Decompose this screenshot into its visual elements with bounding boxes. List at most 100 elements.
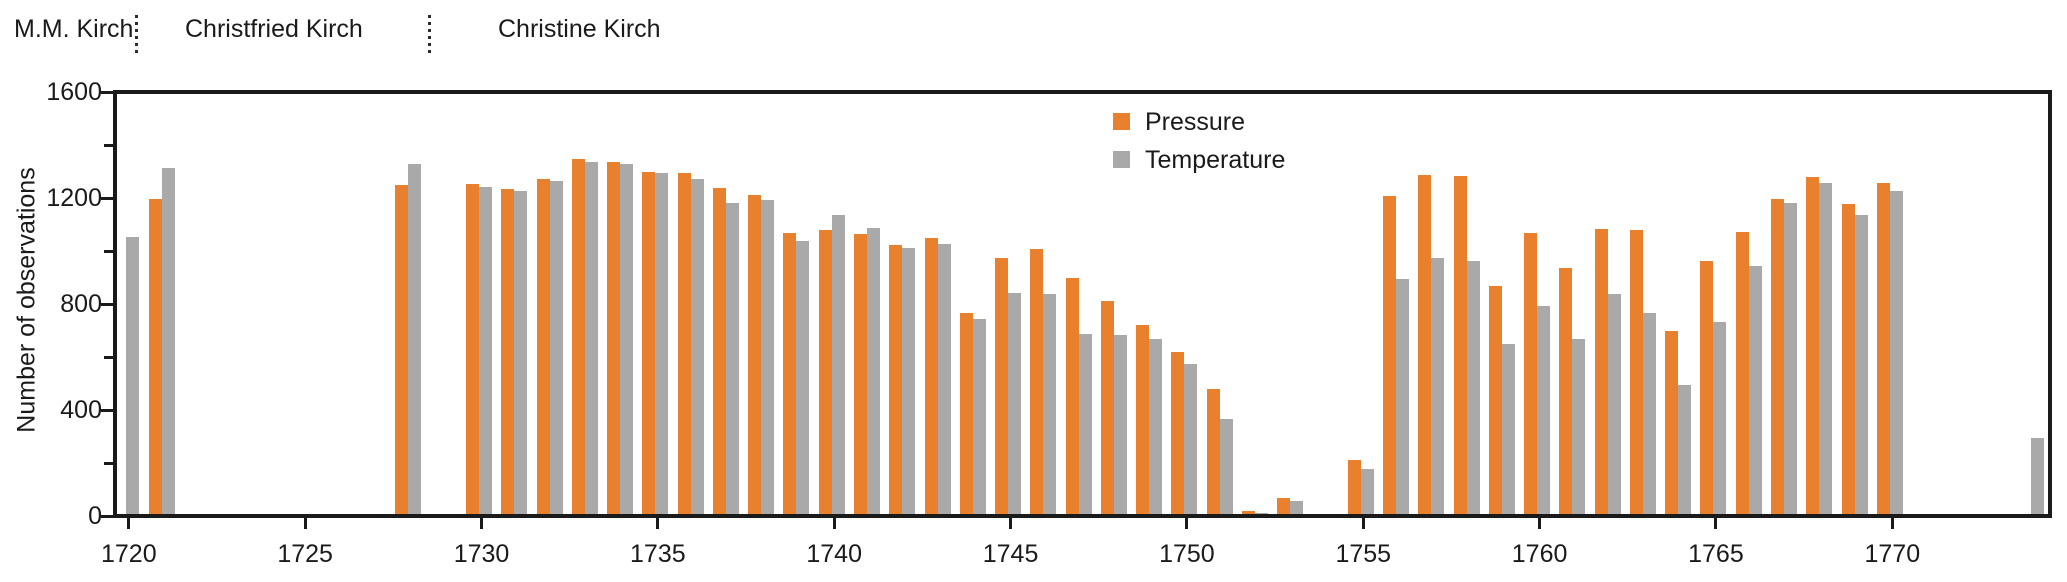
x-tick-label-1770: 1770 — [1864, 540, 1921, 568]
bar-pressure-1757 — [1418, 174, 1432, 514]
bar-temperature-1730 — [479, 186, 492, 514]
bar-temperature-1774 — [2030, 438, 2044, 514]
bar-temperature-1732 — [549, 181, 563, 514]
x-tick-1765 — [1714, 518, 1718, 529]
y-tick-label-800: 800 — [60, 290, 102, 318]
legend-label-temperature: Temperature — [1145, 146, 1286, 174]
bar-pressure-1750 — [1171, 352, 1185, 514]
bar-pressure-1732 — [536, 178, 550, 514]
bar-pressure-1744 — [959, 312, 973, 514]
bar-temperature-1728 — [408, 164, 422, 514]
x-tick-1730 — [480, 518, 483, 529]
bar-temperature-1753 — [1290, 500, 1304, 514]
bar-pressure-1748 — [1100, 300, 1114, 514]
bar-temperature-1759 — [1501, 344, 1515, 514]
bar-temperature-1758 — [1466, 260, 1480, 514]
bar-pressure-1763 — [1629, 230, 1643, 514]
bar-pressure-1733 — [571, 158, 585, 514]
x-tick-1760 — [1538, 518, 1542, 529]
bar-pressure-1764 — [1665, 331, 1679, 514]
y-minor-tick-1000 — [104, 249, 113, 253]
legend-swatch-pressure — [1113, 113, 1130, 130]
x-tick-label-1740: 1740 — [806, 540, 862, 568]
observer-label-christine-kirch: Christine Kirch — [498, 15, 661, 43]
y-minor-tick-1400 — [104, 143, 113, 147]
bar-pressure-1740 — [818, 230, 832, 514]
y-major-tick-0 — [101, 514, 113, 518]
bar-temperature-1770 — [1889, 190, 1903, 514]
bar-temperature-1760 — [1537, 305, 1551, 514]
bar-temperature-1747 — [1078, 333, 1092, 514]
bar-pressure-1742 — [889, 245, 903, 514]
bar-pressure-1761 — [1559, 267, 1573, 514]
bar-pressure-1749 — [1136, 324, 1150, 514]
bar-pressure-1752 — [1241, 511, 1255, 514]
bar-temperature-1742 — [902, 247, 916, 514]
bar-pressure-1768 — [1806, 177, 1820, 514]
legend-label-pressure: Pressure — [1145, 108, 1246, 136]
bar-temperature-1744 — [972, 319, 986, 514]
x-tick-label-1760: 1760 — [1511, 540, 1568, 568]
bar-temperature-1741 — [866, 227, 880, 514]
x-tick-1750 — [1185, 518, 1189, 529]
bar-pressure-1747 — [1065, 278, 1079, 514]
x-tick-1735 — [656, 518, 660, 529]
bar-temperature-1735 — [655, 173, 669, 514]
x-tick-1745 — [1009, 518, 1013, 529]
x-tick-label-1720: 1720 — [100, 540, 157, 568]
bar-pressure-1734 — [607, 161, 621, 514]
bar-pressure-1769 — [1841, 203, 1855, 514]
bar-pressure-1736 — [677, 173, 691, 514]
bar-temperature-1769 — [1854, 214, 1868, 514]
y-tick-label-1200: 1200 — [46, 184, 102, 212]
observer-period-divider-2 — [428, 15, 431, 55]
bar-temperature-1756 — [1396, 279, 1410, 514]
bar-temperature-1764 — [1678, 385, 1692, 514]
x-tick-label-1725: 1725 — [277, 540, 333, 568]
bar-temperature-1743 — [937, 243, 951, 514]
observer-label-mm-kirch: M.M. Kirch — [14, 15, 134, 43]
bar-temperature-1748 — [1113, 335, 1127, 514]
y-tick-label-1600: 1600 — [46, 78, 102, 106]
bar-pressure-1762 — [1594, 229, 1608, 514]
x-tick-label-1765: 1765 — [1688, 540, 1744, 568]
bar-pressure-1770 — [1876, 182, 1890, 514]
bar-temperature-1740 — [831, 214, 845, 514]
bar-pressure-1756 — [1383, 196, 1397, 514]
y-minor-tick-600 — [104, 355, 113, 359]
bar-temperature-1752 — [1254, 512, 1268, 514]
bar-pressure-1730 — [466, 184, 479, 514]
y-major-tick-400 — [101, 408, 113, 412]
bar-pressure-1745 — [995, 258, 1009, 514]
y-major-tick-1200 — [101, 196, 113, 200]
observer-label-christfried-kirch: Christfried Kirch — [185, 15, 363, 43]
x-tick-1725 — [303, 518, 307, 529]
y-tick-label-400: 400 — [60, 396, 102, 424]
bar-temperature-1733 — [584, 161, 598, 514]
observer-period-divider-1 — [135, 15, 138, 55]
bar-temperature-1755 — [1360, 468, 1374, 514]
y-minor-tick-200 — [104, 461, 113, 465]
bar-pressure-1741 — [853, 234, 867, 514]
x-tick-1755 — [1361, 518, 1365, 529]
x-tick-1770 — [1890, 518, 1894, 529]
bar-temperature-1749 — [1149, 339, 1163, 514]
bar-temperature-1757 — [1431, 258, 1445, 514]
x-tick-label-1745: 1745 — [982, 540, 1039, 568]
bar-pressure-1737 — [712, 188, 726, 514]
bar-pressure-1759 — [1488, 286, 1502, 514]
bar-temperature-1736 — [690, 178, 704, 514]
bar-pressure-1753 — [1277, 498, 1291, 514]
x-tick-label-1750: 1750 — [1159, 540, 1215, 568]
x-tick-label-1735: 1735 — [630, 540, 686, 568]
y-tick-label-0: 0 — [88, 502, 102, 530]
bar-pressure-1735 — [642, 172, 656, 514]
bar-pressure-1760 — [1524, 233, 1538, 514]
bar-pressure-1721 — [148, 198, 162, 514]
legend-swatch-temperature — [1113, 151, 1130, 168]
bar-pressure-1728 — [395, 185, 409, 514]
bar-pressure-1758 — [1453, 176, 1467, 514]
bar-pressure-1731 — [501, 189, 515, 514]
bar-temperature-1746 — [1043, 294, 1057, 514]
